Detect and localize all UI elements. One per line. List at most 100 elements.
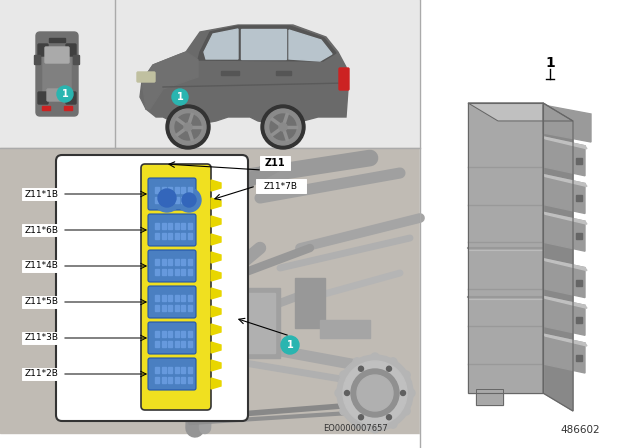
Polygon shape [241,29,286,59]
Bar [181,295,185,301]
Circle shape [337,355,413,431]
Bar [181,233,185,239]
Bar [175,223,179,229]
Bar [168,305,172,311]
Bar [168,377,172,383]
Bar [188,305,191,311]
Bar [155,377,159,383]
Circle shape [340,407,348,415]
Circle shape [371,353,379,361]
Polygon shape [140,25,348,125]
FancyBboxPatch shape [45,47,69,63]
Bar [260,156,290,170]
Bar [256,179,306,193]
Polygon shape [543,258,585,297]
Text: 1: 1 [61,89,68,99]
Bar [181,305,185,311]
Bar [155,367,159,373]
Text: Z11*2B: Z11*2B [25,370,59,379]
Bar [155,295,159,301]
Text: EO0000007657: EO0000007657 [323,423,387,432]
Polygon shape [468,103,573,121]
Bar [22,260,62,272]
Bar [576,158,582,164]
FancyBboxPatch shape [137,72,155,82]
Bar [181,377,185,383]
Polygon shape [543,212,585,251]
FancyBboxPatch shape [47,89,67,101]
Bar [161,269,166,275]
FancyBboxPatch shape [35,56,40,65]
Bar [0,0,115,148]
Text: 1: 1 [287,340,293,350]
Bar [49,38,65,42]
Circle shape [402,407,410,415]
Polygon shape [543,212,587,224]
Bar [181,187,185,193]
Bar [175,295,179,301]
Circle shape [57,86,73,102]
Circle shape [351,369,399,417]
Circle shape [184,123,192,131]
Text: Z11*7B: Z11*7B [264,181,298,190]
Circle shape [158,189,176,207]
Bar [161,305,166,311]
Bar [188,197,191,203]
Circle shape [358,366,364,371]
Polygon shape [142,52,198,109]
Circle shape [281,336,299,354]
Bar [175,233,179,239]
Polygon shape [211,252,221,263]
Bar [161,377,166,383]
Text: Z11*3B: Z11*3B [25,333,59,343]
Text: Z11*6B: Z11*6B [25,225,59,234]
FancyBboxPatch shape [148,250,196,282]
Circle shape [343,361,407,425]
FancyBboxPatch shape [43,48,71,100]
Polygon shape [543,137,587,149]
Bar [155,259,159,265]
Polygon shape [543,175,587,186]
Bar [161,233,166,239]
Polygon shape [204,29,238,59]
Bar [295,278,325,328]
Circle shape [279,123,287,131]
Circle shape [407,389,415,397]
FancyBboxPatch shape [148,286,196,318]
Bar [42,106,50,110]
Bar [468,103,543,393]
Text: 1: 1 [545,56,555,70]
Circle shape [358,415,364,420]
Bar [22,368,62,380]
Bar [188,377,191,383]
Circle shape [353,358,361,366]
Polygon shape [543,175,585,214]
FancyBboxPatch shape [148,358,196,390]
Polygon shape [543,103,573,411]
Bar [175,367,179,373]
Polygon shape [211,198,221,209]
Bar [175,187,179,193]
Bar [115,0,420,148]
Circle shape [175,114,201,140]
Text: 486602: 486602 [560,425,600,435]
FancyBboxPatch shape [38,92,48,104]
Bar [468,103,543,393]
Bar [576,317,582,323]
Bar [175,305,179,311]
Bar [221,71,239,75]
Polygon shape [211,234,221,245]
Bar [155,341,159,347]
Bar [168,197,172,203]
Bar [220,288,280,358]
Bar [168,367,172,373]
Bar [161,367,166,373]
Bar [181,331,185,337]
Bar [175,259,179,265]
Circle shape [166,105,210,149]
FancyBboxPatch shape [339,68,349,90]
Polygon shape [198,26,336,61]
FancyBboxPatch shape [148,322,196,354]
FancyBboxPatch shape [74,56,79,65]
Circle shape [270,114,296,140]
